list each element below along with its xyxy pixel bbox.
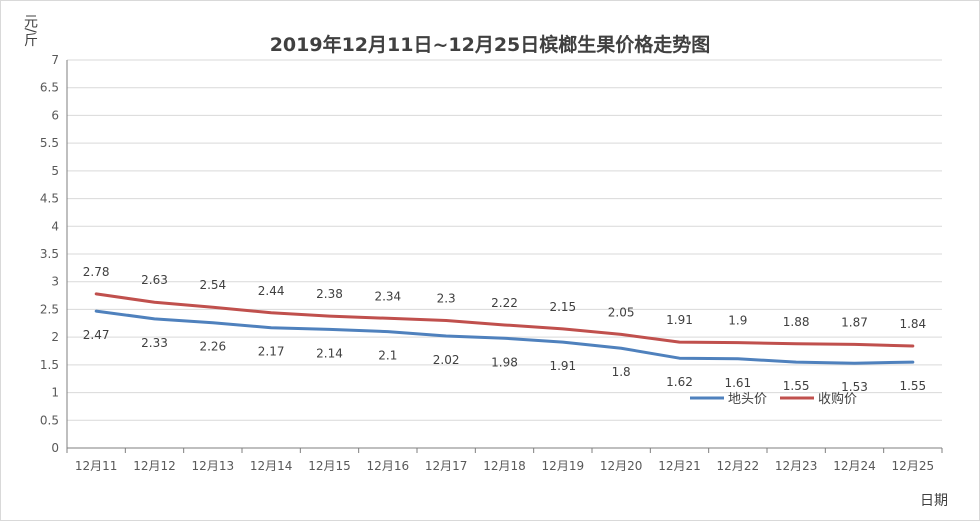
legend-label: 地头价: [728, 392, 767, 407]
data-label: 2.17: [258, 345, 285, 359]
data-label: 2.33: [141, 336, 168, 350]
y-tick-label: 4.5: [40, 192, 59, 206]
legend: 地头价 收购价: [690, 391, 857, 407]
data-label: 1.53: [841, 380, 868, 394]
y-tick-label: 1: [51, 386, 59, 400]
data-label: 1.62: [666, 375, 693, 389]
data-label: 2.44: [258, 284, 285, 298]
x-tick-label: 12月22: [717, 459, 760, 473]
y-tick-label: 7: [51, 53, 59, 67]
data-label: 1.61: [724, 376, 751, 390]
y-tick-label: 3: [51, 275, 59, 289]
data-label: 1.98: [491, 355, 518, 369]
data-label: 1.87: [841, 315, 868, 329]
x-tick-label: 12月21: [658, 459, 701, 473]
data-label: 1.9: [728, 314, 747, 328]
y-tick-label: 1.5: [40, 358, 59, 372]
x-tick-label: 12月12: [133, 459, 176, 473]
x-tick-label: 12月18: [483, 459, 526, 473]
data-label: 2.22: [491, 296, 518, 310]
data-label: 1.91: [666, 313, 693, 327]
data-label: 2.15: [549, 300, 576, 314]
data-label: 2.78: [83, 265, 110, 279]
x-tick-label: 12月19: [542, 459, 585, 473]
x-tick-label: 12月15: [308, 459, 351, 473]
y-tick-label: 5: [51, 164, 59, 178]
x-tick-label: 12月23: [775, 459, 818, 473]
y-tick-label: 0: [51, 441, 59, 455]
series-line-1: [94, 292, 915, 348]
y-tick-label: 2.5: [40, 302, 59, 316]
y-tick-label: 0.5: [40, 413, 59, 427]
x-axis-label: 日期: [920, 493, 948, 509]
y-tick-label: 4: [51, 219, 59, 233]
y-tick-label: 6: [51, 108, 59, 122]
data-label: 1.55: [783, 379, 810, 393]
data-label: 2.02: [433, 353, 460, 367]
x-tick-label: 12月14: [250, 459, 293, 473]
data-label: 1.8: [612, 365, 631, 379]
x-tick-label: 12月24: [833, 459, 876, 473]
data-label: 2.26: [199, 340, 226, 354]
y-tick-label: 2: [51, 330, 59, 344]
x-tick-label: 12月16: [367, 459, 410, 473]
data-label: 2.3: [437, 292, 456, 306]
legend-label: 收购价: [818, 391, 857, 407]
y-tick-label: 3.5: [40, 247, 59, 261]
data-label: 1.88: [783, 315, 810, 329]
x-tick-label: 12月17: [425, 459, 468, 473]
y-tick-label: 6.5: [40, 81, 59, 95]
x-tick-label: 12月13: [192, 459, 235, 473]
y-axis-label: 元/斤: [22, 14, 38, 47]
data-label: 2.34: [374, 289, 401, 303]
data-label: 2.54: [199, 278, 226, 292]
y-tick-label: 5.5: [40, 136, 59, 150]
data-label: 1.55: [899, 379, 926, 393]
x-tick-label: 12月11: [75, 459, 118, 473]
series-line-0: [94, 309, 915, 365]
data-label: 2.47: [83, 328, 110, 342]
data-label: 2.1: [378, 349, 397, 363]
x-tick-label: 12月20: [600, 459, 643, 473]
data-label: 2.38: [316, 287, 343, 301]
chart-title: 2019年12月11日~12月25日槟榔生果价格走势图: [269, 34, 711, 56]
data-label: 1.84: [899, 317, 926, 331]
data-label: 2.05: [608, 305, 635, 319]
data-label: 2.63: [141, 273, 168, 287]
x-tick-label: 12月25: [892, 459, 935, 473]
data-label: 2.14: [316, 346, 343, 360]
data-label: 1.91: [549, 359, 576, 373]
